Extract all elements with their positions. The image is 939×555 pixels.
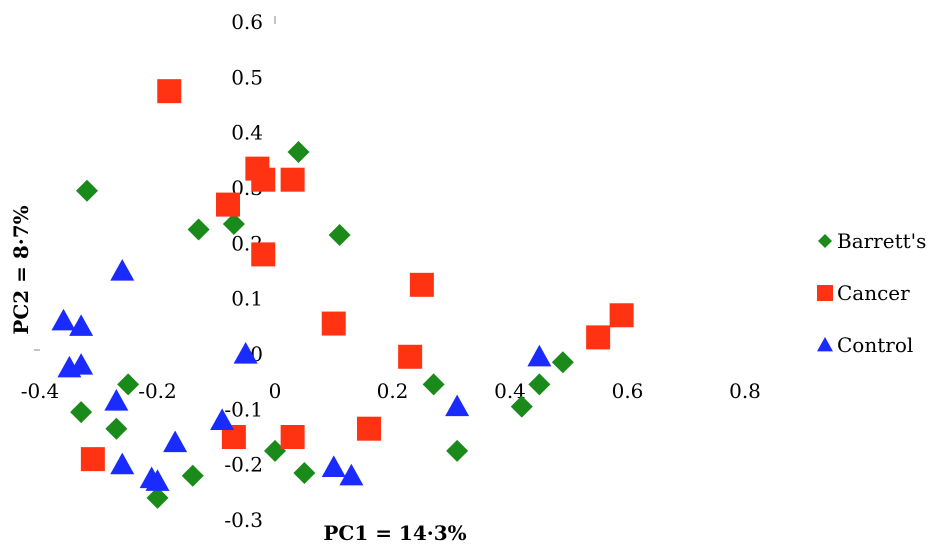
x-tick-labels: -0.4 -0.2 0 0.2 0.4 0.6 0.8 [21, 379, 761, 403]
cancer-point [251, 167, 276, 192]
control-point [104, 389, 129, 411]
cancer-point [80, 447, 105, 472]
legend-barrett-s-label: Barrett's [837, 229, 926, 253]
x-tick-label: 0 [269, 379, 282, 403]
data-points [51, 79, 634, 509]
barrett-s-point [76, 179, 98, 202]
x-axis-title: PC1 = 14·3% [323, 521, 466, 545]
y-tick-label: 0.5 [231, 65, 263, 89]
control-point [145, 469, 170, 491]
cancer-point [280, 167, 305, 192]
cancer-point [216, 192, 240, 217]
legend-control-marker [817, 337, 833, 352]
x-tick-label: -0.4 [21, 379, 60, 403]
control-point [233, 342, 258, 364]
barrett-s-point [510, 395, 533, 418]
y-tick-label: 0.6 [231, 10, 263, 34]
control-point [69, 314, 94, 336]
cancer-point [398, 344, 423, 369]
cancer-point [280, 425, 305, 449]
barrett-s-point [422, 373, 445, 396]
control-point [110, 259, 135, 281]
control-point [51, 308, 76, 331]
y-tick-labels: 0.60.50.40.30.20.10-0.1-0.2-0.3 [224, 10, 263, 532]
legend-control-label: Control [837, 333, 913, 357]
barrett-s-point [264, 439, 286, 462]
legend: Barrett's Cancer Control [817, 229, 926, 357]
cancer-point [157, 79, 182, 104]
barrett-s-point [146, 486, 169, 509]
cancer-point [409, 272, 434, 297]
cancer-point [251, 242, 276, 267]
y-tick-label: 0.4 [231, 121, 263, 145]
y-axis-title: PC2 = 8·7% [9, 205, 33, 334]
barrett-s-point [181, 464, 204, 487]
control-point [339, 463, 364, 486]
cancer-point [321, 311, 346, 336]
cancer-point [357, 416, 381, 441]
x-tick-label: 0.8 [729, 379, 761, 403]
barrett-s-point [105, 417, 128, 440]
x-tick-label: 0.2 [377, 379, 409, 403]
control-point [210, 408, 235, 430]
axes [34, 16, 276, 351]
control-point [321, 455, 346, 478]
barrett-s-point [222, 212, 245, 235]
control-point [163, 430, 188, 453]
barrett-s-point [287, 141, 310, 164]
barrett-s-point [528, 373, 551, 396]
y-tick-label: -0.3 [224, 508, 263, 532]
control-point [110, 452, 135, 475]
barrett-s-point [293, 461, 316, 484]
barrett-s-point [187, 218, 210, 241]
barrett-s-point [328, 224, 351, 247]
y-tick-label: -0.2 [224, 453, 263, 477]
control-point [527, 344, 552, 367]
control-point [445, 394, 470, 417]
barrett-s-point [446, 439, 469, 462]
legend-cancer-label: Cancer [837, 281, 910, 305]
y-tick-label: 0.1 [231, 287, 263, 311]
y-tick-label: -0.1 [224, 397, 263, 421]
cancer-point [586, 325, 611, 350]
barrett-s-point [551, 351, 574, 374]
x-tick-label: -0.2 [138, 379, 177, 403]
x-tick-label: 0.6 [612, 379, 644, 403]
legend-barrett-s-marker [818, 234, 832, 248]
control-point [57, 355, 82, 378]
cancer-point [609, 303, 634, 328]
barrett-s-point [70, 401, 93, 424]
legend-cancer-marker [817, 285, 833, 301]
barrett-s-point [117, 373, 140, 396]
